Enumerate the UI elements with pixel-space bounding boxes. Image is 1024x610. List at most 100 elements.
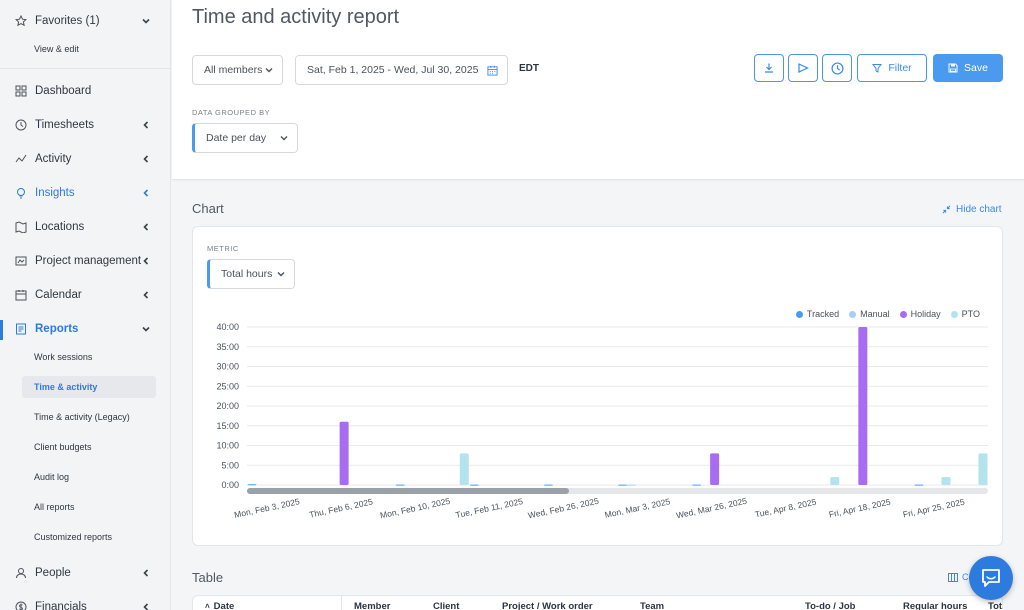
chevron-left-icon [143, 189, 149, 197]
hide-chart-link[interactable]: Hide chart [942, 204, 1002, 215]
table-header-client[interactable]: Client [433, 601, 460, 610]
sidebar-sub-work-sessions[interactable]: Work sessions [34, 352, 93, 362]
legend-label: PTO [961, 309, 980, 319]
send-button[interactable] [788, 54, 818, 82]
legend-swatch [849, 310, 857, 318]
sidebar-sub-client-budgets[interactable]: Client budgets [34, 442, 92, 452]
legend-label: Manual [860, 309, 890, 319]
table-header-regular-hours[interactable]: Regular hours [903, 601, 968, 610]
bar-tracked [247, 484, 257, 486]
timezone-label: EDT [519, 63, 539, 74]
y-tick-label: 30:00 [216, 362, 239, 372]
sidebar-item-financials[interactable]: Financials [0, 594, 170, 610]
sidebar-sub-all-reports[interactable]: All reports [34, 502, 75, 512]
sidebar-item-calendar[interactable]: Calendar [0, 282, 170, 308]
legend-item-tracked[interactable]: Tracked [795, 309, 839, 319]
person-icon [16, 568, 26, 579]
active-indicator [0, 320, 3, 340]
sidebar-item-locations[interactable]: Locations [0, 214, 170, 240]
table-header-project[interactable]: Project / Work order [502, 601, 593, 610]
x-tick-label: Tue, Apr 8, 2025 [754, 497, 818, 520]
date-range-picker[interactable]: Sat, Feb 1, 2025 - Wed, Jul 30, 2025 [295, 55, 508, 85]
columns-icon [948, 572, 958, 582]
x-tick-label: Thu, Feb 6, 2025 [308, 496, 374, 519]
table-header-member[interactable]: Member [354, 601, 391, 610]
chevron-left-icon [143, 603, 149, 610]
activity-icon [15, 154, 27, 163]
clock-icon [830, 61, 844, 75]
sidebar-sub-customized-reports[interactable]: Customized reports [34, 532, 113, 542]
bar-pto [830, 477, 840, 485]
bar-holiday [858, 327, 868, 485]
grouped-by-select[interactable]: Date per day [192, 123, 298, 153]
metric-select[interactable]: Total hours [207, 259, 295, 289]
sidebar-item-reports[interactable]: Reports [0, 316, 170, 342]
chevron-left-icon [143, 121, 149, 129]
chevron-down-icon [280, 136, 288, 141]
sidebar-item-label: Reports [35, 323, 79, 335]
sort-icon: ˄ [205, 602, 210, 610]
chevron-down-icon [142, 18, 150, 24]
dashboard-icon [15, 85, 27, 97]
sidebar-divider [0, 68, 170, 69]
bar-tracked [395, 484, 405, 486]
bar-pto [978, 453, 988, 485]
download-button[interactable] [754, 54, 784, 82]
legend-swatch [950, 310, 958, 318]
report-table: ˄ Date Member Client Project / Work order… [192, 595, 1003, 610]
schedule-button[interactable] [822, 54, 852, 82]
members-select[interactable]: All members [192, 55, 283, 85]
filter-button-label: Filter [888, 62, 912, 74]
table-header-team[interactable]: Team [640, 601, 665, 610]
sidebar-sub-time-activity-legacy[interactable]: Time & activity (Legacy) [34, 412, 130, 422]
x-tick-label: Mon, Feb 10, 2025 [379, 496, 451, 521]
x-tick-label: Wed, Feb 26, 2025 [527, 496, 600, 521]
legend-item-manual[interactable]: Manual [849, 309, 890, 319]
filter-button[interactable]: Filter [857, 54, 927, 82]
clock-icon [15, 119, 27, 131]
y-tick-label: 0:00 [221, 480, 239, 490]
sidebar-favorites[interactable]: Favorites (1) [0, 8, 170, 34]
sidebar-item-project-management[interactable]: Project management [0, 248, 170, 274]
x-tick-label: Fri, Apr 18, 2025 [828, 497, 892, 520]
x-tick-label: Mon, Mar 3, 2025 [604, 496, 672, 520]
report-header: Time and activity report All members Sat… [172, 0, 1024, 180]
legend-item-pto[interactable]: PTO [950, 309, 980, 319]
members-select-value: All members [204, 64, 263, 76]
sidebar-view-edit[interactable]: View & edit [34, 44, 79, 54]
columns-link[interactable]: Co [948, 572, 974, 582]
save-button-label: Save [964, 62, 988, 74]
table-header-total[interactable]: Tot [988, 601, 1003, 610]
chat-button[interactable] [969, 556, 1013, 600]
chevron-left-icon [143, 257, 149, 265]
chat-icon [982, 569, 1000, 587]
table-header-date[interactable]: ˄ Date [205, 601, 234, 610]
bar-manual [627, 484, 637, 486]
bar-tracked [469, 484, 479, 486]
sidebar-sub-audit-log[interactable]: Audit log [34, 472, 70, 482]
y-tick-label: 10:00 [216, 441, 239, 451]
y-tick-label: 40:00 [216, 322, 239, 332]
sidebar-item-insights[interactable]: Insights [0, 180, 170, 206]
table-header-todo[interactable]: To-do / Job [805, 601, 856, 610]
bar-pto [459, 453, 469, 485]
lightbulb-icon [17, 188, 25, 199]
send-icon [798, 63, 809, 73]
sidebar-sub-time-activity[interactable]: Time & activity [22, 376, 156, 398]
y-tick-label: 25:00 [216, 381, 239, 391]
sidebar-item-timesheets[interactable]: Timesheets [0, 112, 170, 138]
bar-tracked [692, 484, 702, 486]
reports-icon [16, 323, 26, 335]
chart-scrollbar-thumb [247, 488, 569, 494]
save-button[interactable]: Save [933, 54, 1003, 82]
grouped-by-value: Date per day [206, 132, 267, 144]
bar-holiday [710, 453, 720, 485]
sidebar: Favorites (1) View & edit Dashboard Time… [0, 0, 171, 610]
sidebar-item-activity[interactable]: Activity [0, 146, 170, 172]
y-tick-label: 20:00 [216, 401, 239, 411]
legend-label: Holiday [910, 309, 941, 319]
table-header-label: Date [213, 601, 235, 610]
sidebar-item-dashboard[interactable]: Dashboard [0, 78, 170, 104]
legend-item-holiday[interactable]: Holiday [899, 309, 941, 319]
sidebar-item-people[interactable]: People [0, 560, 170, 586]
